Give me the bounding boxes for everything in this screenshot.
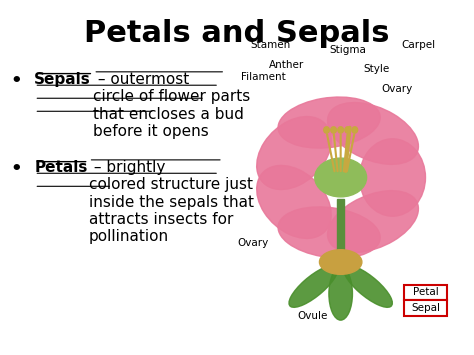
Ellipse shape (278, 207, 380, 258)
Bar (404, 300, 447, 316)
Ellipse shape (257, 116, 331, 190)
Text: Petals: Petals (35, 160, 88, 175)
Text: •: • (11, 160, 22, 178)
Text: Petal: Petal (412, 287, 438, 297)
Text: – brightly
colored structure just
inside the sepals that
attracts insects for
po: – brightly colored structure just inside… (89, 160, 254, 245)
Ellipse shape (345, 127, 351, 133)
Text: – outermost
circle of flower parts
that encloses a bud
before it opens: – outermost circle of flower parts that … (93, 72, 251, 139)
FancyArrow shape (337, 199, 344, 269)
Ellipse shape (278, 97, 380, 148)
Ellipse shape (344, 265, 392, 307)
Text: Filament: Filament (240, 72, 285, 82)
Ellipse shape (331, 127, 337, 133)
Text: Stamen: Stamen (251, 40, 291, 50)
Text: Stigma: Stigma (329, 45, 366, 55)
Text: Carpel: Carpel (401, 40, 436, 50)
Ellipse shape (328, 191, 419, 252)
Ellipse shape (289, 265, 338, 307)
Ellipse shape (352, 127, 357, 133)
Ellipse shape (338, 127, 344, 133)
Text: Style: Style (363, 64, 389, 74)
Ellipse shape (319, 250, 362, 274)
Ellipse shape (257, 165, 331, 239)
Text: Anther: Anther (269, 60, 304, 70)
Ellipse shape (329, 267, 353, 320)
Text: Sepal: Sepal (411, 303, 440, 313)
Bar (404, 285, 447, 300)
Ellipse shape (328, 103, 419, 164)
Ellipse shape (359, 139, 426, 216)
Text: Sepals: Sepals (35, 72, 91, 87)
Text: •: • (11, 72, 22, 90)
Ellipse shape (324, 127, 329, 133)
Circle shape (315, 158, 366, 197)
Text: Ovary: Ovary (382, 84, 413, 94)
Text: Ovule: Ovule (297, 311, 328, 321)
Text: Petals and Sepals: Petals and Sepals (84, 19, 390, 48)
Text: Ovary: Ovary (238, 237, 269, 248)
